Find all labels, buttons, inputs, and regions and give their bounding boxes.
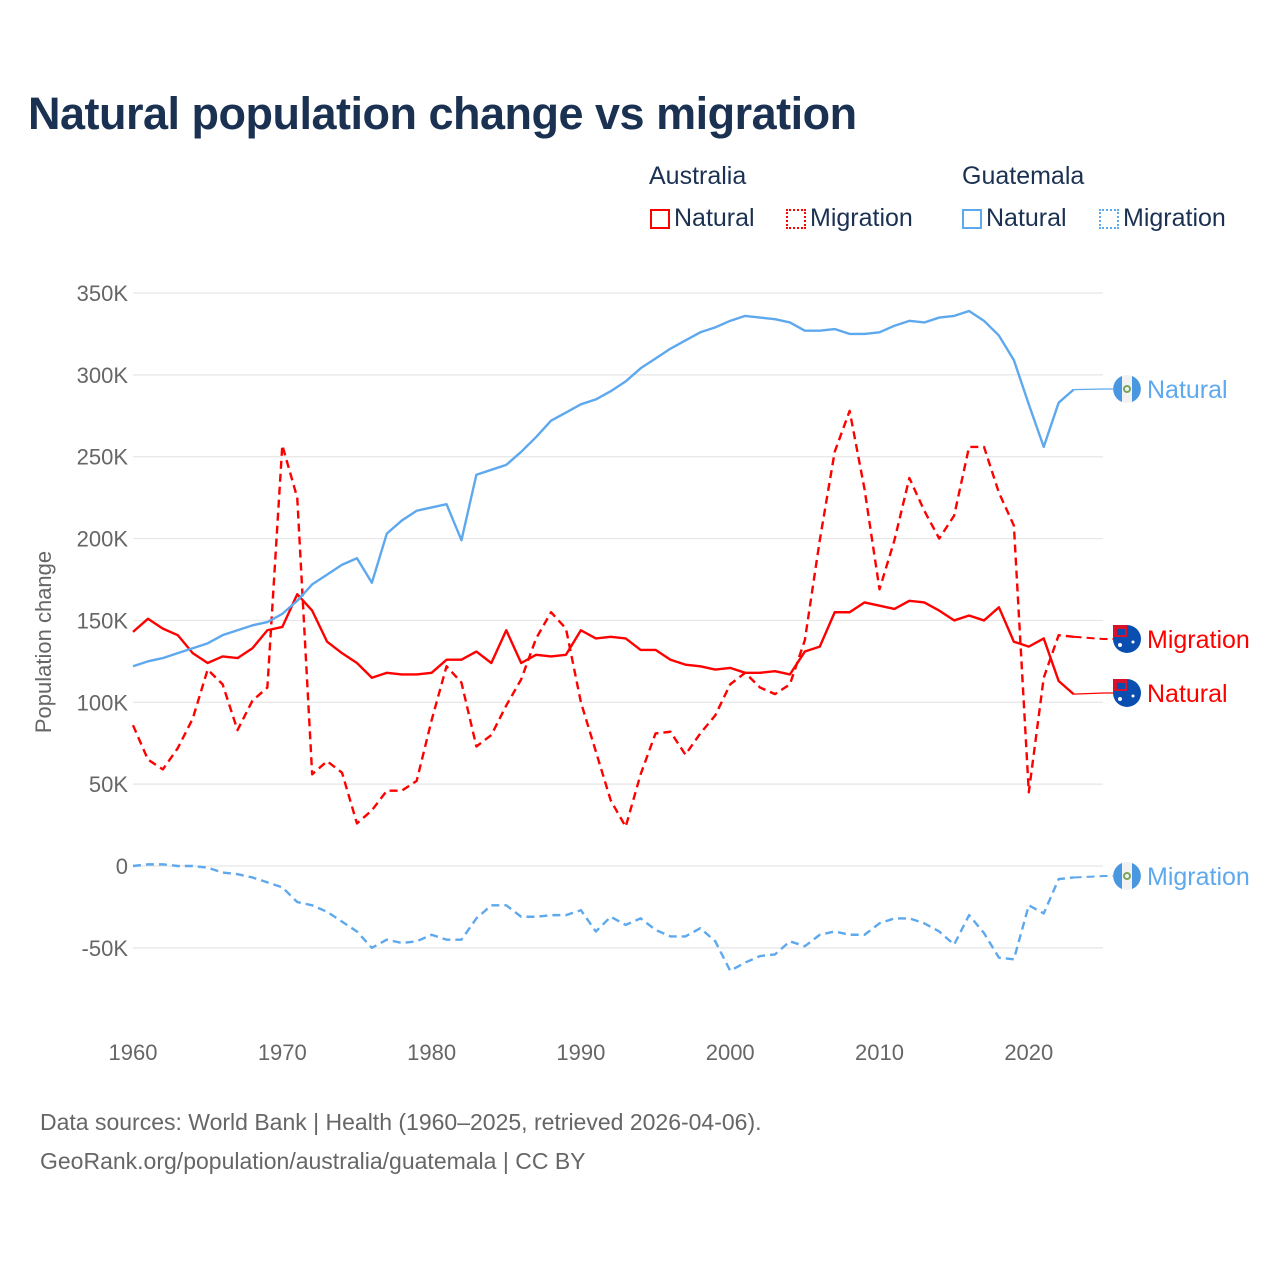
label-leader-line [1073, 635, 1113, 640]
chart-title: Natural population change vs migration [28, 88, 857, 139]
legend-label: Migration [810, 204, 913, 232]
x-tick-label: 1960 [109, 1040, 158, 1065]
legend-guatemala-migration[interactable]: Migration [1099, 204, 1226, 233]
legend-swatch-dotted [786, 208, 806, 229]
legend-australia-migration[interactable]: Migration [786, 204, 913, 233]
guatemala-flag-stripe [1132, 376, 1141, 402]
y-tick-label: 100K [77, 690, 129, 715]
legend-label: Migration [1123, 204, 1226, 232]
legend-swatch-solid [962, 208, 982, 229]
y-tick-label: 50K [89, 772, 128, 797]
series-end-label: Natural [1147, 680, 1228, 708]
x-tick-label: 1990 [556, 1040, 605, 1065]
legend-group-australia: Australia [649, 162, 747, 190]
label-leader-line [1073, 875, 1113, 879]
x-tick-label: 1980 [407, 1040, 456, 1065]
series-line-guatemala-natural [132, 309, 1075, 668]
y-tick-label: 300K [77, 363, 129, 388]
australia-flag-star [1118, 697, 1122, 701]
guatemala-flag-stripe [1113, 376, 1122, 402]
y-tick-label: -50K [82, 936, 129, 961]
y-tick-label: 250K [77, 445, 129, 470]
series-end-label: Migration [1147, 626, 1250, 654]
x-tick-label: 1970 [258, 1040, 307, 1065]
australia-flag-union-inner [1117, 629, 1125, 635]
series-end-label: Natural [1147, 376, 1228, 404]
legend-australia-natural[interactable]: Natural [650, 204, 755, 233]
guatemala-flag-emblem [1123, 385, 1131, 393]
y-tick-label: 0 [116, 854, 128, 879]
guatemala-flag-emblem [1123, 872, 1131, 880]
y-axis-label: Population change [31, 551, 56, 733]
x-tick-label: 2000 [706, 1040, 755, 1065]
legend-swatch-solid [650, 208, 670, 229]
australia-flag-star [1131, 694, 1135, 698]
label-leader-line [1073, 388, 1113, 391]
series-line-australia-migration [131, 409, 1074, 828]
series-end-label: Migration [1147, 863, 1250, 891]
legend-label: Natural [986, 204, 1067, 232]
label-leader-line [1073, 692, 1113, 695]
australia-flag-star [1118, 643, 1122, 647]
legend-swatch-dotted [1099, 208, 1119, 229]
australia-flag-union-inner [1117, 683, 1125, 689]
y-tick-label: 150K [77, 608, 129, 633]
guatemala-flag-stripe [1132, 863, 1141, 889]
guatemala-flag-stripe [1113, 863, 1122, 889]
x-tick-label: 2010 [855, 1040, 904, 1065]
source-url: GeoRank.org/population/australia/guatema… [40, 1148, 586, 1174]
y-tick-label: 350K [77, 281, 129, 306]
x-tick-label: 2020 [1004, 1040, 1053, 1065]
source-note: Data sources: World Bank | Health (1960–… [40, 1109, 762, 1135]
legend-label: Natural [674, 204, 755, 232]
y-tick-label: 200K [77, 527, 129, 552]
series-line-guatemala-migration [132, 863, 1074, 972]
australia-flag-star [1131, 640, 1135, 644]
legend-group-guatemala: Guatemala [962, 162, 1085, 190]
series-line-australia-natural [132, 593, 1075, 696]
legend-guatemala-natural[interactable]: Natural [962, 204, 1067, 233]
